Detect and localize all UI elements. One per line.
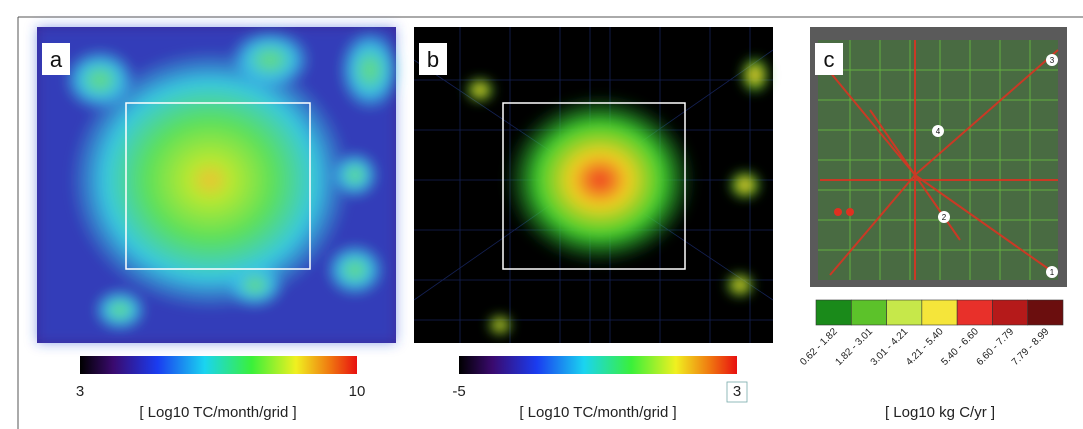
- panel-letter: c: [824, 47, 835, 72]
- class-label: 7.79 - 8.99: [1010, 326, 1052, 368]
- panel-a: a 3 10 [ Log10 TC/month/grid ]: [37, 27, 400, 421]
- colorbar-unit: [ Log10 kg C/yr ]: [885, 404, 995, 421]
- site-markers: 1 2 3 4: [932, 54, 1058, 278]
- class-swatch: [992, 299, 1029, 326]
- class-swatch: [956, 299, 993, 326]
- colorbar: [459, 356, 737, 374]
- class-swatch: [850, 299, 887, 326]
- colorbar: [80, 356, 357, 374]
- class-swatch: [921, 299, 958, 326]
- site-marker-label: 4: [936, 127, 941, 136]
- panel-letter-box: [42, 43, 70, 75]
- colorbar-min: 3: [76, 383, 84, 400]
- panel-letter-box: [419, 43, 447, 75]
- class-colorbar: 0.62 - 1.821.82 - 3.013.01 - 4.214.21 - …: [798, 299, 1064, 368]
- class-swatch: [1027, 299, 1064, 326]
- site-marker-label: 3: [1050, 56, 1055, 65]
- class-swatch: [886, 299, 923, 326]
- colorbar-min: -5: [452, 383, 465, 400]
- colorbar-max: 10: [349, 383, 366, 400]
- class-swatch: [815, 299, 852, 326]
- colorbar-unit: [ Log10 TC/month/grid ]: [139, 404, 296, 421]
- site-marker-label: 1: [1050, 268, 1055, 277]
- colorbar-unit: [ Log10 TC/month/grid ]: [519, 404, 676, 421]
- panel-letter-box: [815, 43, 843, 75]
- site-marker-label: 2: [942, 213, 947, 222]
- panel-letter: a: [50, 47, 63, 72]
- panel-b: b -5 3 [ Log10 TC/month/grid ]: [413, 27, 774, 421]
- colorbar-max: 3: [733, 383, 741, 400]
- panel-letter: b: [427, 47, 439, 72]
- panel-c: c 1 2 3 4 0.62 - 1.821.82 - 3.013.01 - 4…: [798, 27, 1067, 421]
